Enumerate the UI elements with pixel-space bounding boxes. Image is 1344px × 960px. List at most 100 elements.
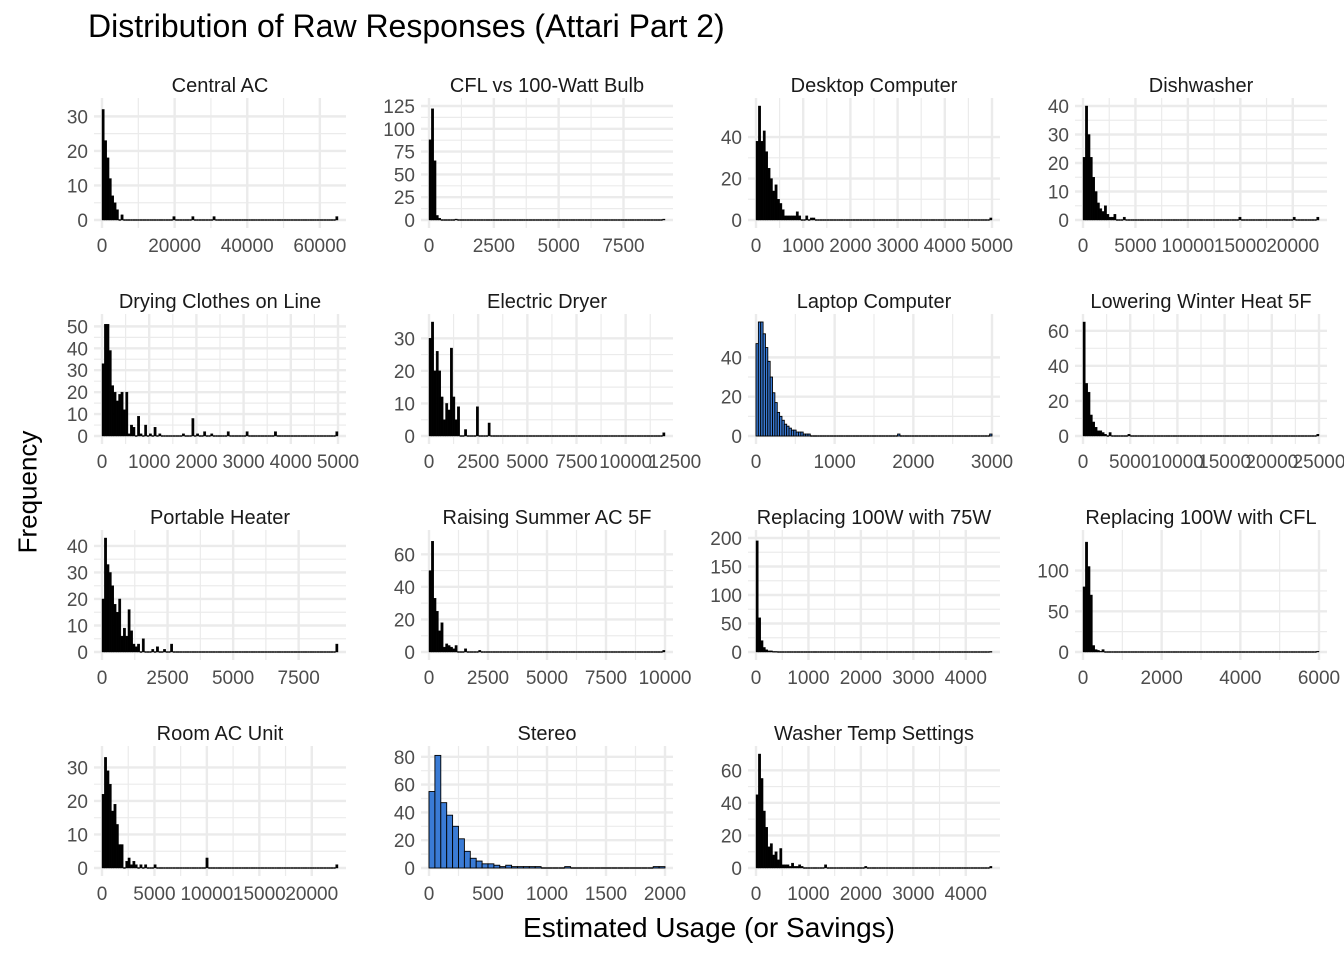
histogram-bar: [253, 867, 256, 869]
histogram-bar: [975, 867, 978, 869]
histogram-bar: [518, 651, 522, 653]
histogram-bar: [608, 651, 611, 653]
histogram-bar: [153, 219, 157, 221]
histogram-bar: [634, 651, 637, 653]
histogram-bar: [646, 219, 649, 221]
histogram-bar: [916, 651, 919, 653]
histogram-bar: [182, 867, 185, 869]
histogram-bar: [276, 435, 279, 437]
histogram-bar: [949, 651, 952, 653]
histogram-bar: [930, 435, 933, 437]
histogram-bar: [660, 651, 663, 653]
histogram-bar: [892, 651, 896, 653]
histogram-bar: [961, 651, 964, 653]
histogram-bar: [161, 651, 164, 653]
histogram-bar: [1295, 651, 1298, 653]
histogram-bar: [634, 219, 637, 221]
histogram-bar: [205, 219, 209, 221]
histogram-bar: [1255, 435, 1258, 437]
histogram-bar: [208, 219, 211, 221]
histogram-bar: [165, 219, 169, 221]
histogram-bar: [639, 435, 642, 437]
histogram-bar: [184, 867, 187, 869]
histogram-bar: [911, 651, 915, 653]
histogram-bar: [499, 435, 503, 437]
histogram-bar: [1219, 219, 1223, 221]
histogram-bar: [871, 219, 874, 221]
histogram-bar: [151, 867, 154, 869]
histogram-bar: [177, 435, 180, 437]
histogram-bar: [279, 219, 282, 221]
histogram-bar: [537, 435, 540, 437]
x-tick-label: 7500: [602, 236, 644, 257]
histogram-bar: [509, 219, 512, 221]
histogram-bar: [146, 219, 150, 221]
histogram-bar: [205, 651, 209, 653]
histogram-bar: [1184, 651, 1187, 653]
histogram-bar: [547, 651, 550, 653]
histogram-bar: [589, 651, 592, 653]
chart-title: Distribution of Raw Responses (Attari Pa…: [88, 8, 725, 44]
histogram-bar: [772, 190, 776, 221]
histogram-bar: [575, 651, 578, 653]
histogram-bar: [1104, 205, 1107, 221]
histogram-bar: [942, 867, 945, 869]
histogram-bar: [245, 867, 249, 869]
histogram-bar: [163, 867, 166, 869]
histogram-bar: [104, 537, 107, 653]
histogram-bar: [475, 860, 483, 869]
histogram-bar: [151, 219, 154, 221]
y-tick-label: 50: [721, 615, 742, 636]
histogram-bar: [248, 435, 251, 437]
histogram-bar: [245, 219, 249, 221]
histogram-bar: [803, 867, 806, 869]
histogram-bar: [146, 435, 150, 437]
histogram-bar: [594, 651, 597, 653]
histogram-bar: [646, 435, 649, 437]
histogram-bar: [1311, 219, 1315, 221]
histogram-bar: [653, 435, 656, 437]
histogram-bar: [587, 651, 590, 653]
histogram-bar: [523, 219, 526, 221]
histogram-bar: [283, 435, 287, 437]
histogram-bar: [321, 867, 324, 869]
histogram-bar: [288, 651, 291, 653]
histogram-bar: [1186, 651, 1190, 653]
histogram-bar: [1217, 219, 1220, 221]
histogram-bar: [558, 219, 562, 221]
histogram-bar: [123, 867, 126, 869]
histogram-bar: [1316, 434, 1320, 437]
histogram-bar: [635, 867, 642, 869]
histogram-bar: [473, 435, 477, 437]
histogram-bar: [492, 435, 496, 437]
histogram-bar: [238, 651, 242, 653]
histogram-bar: [217, 651, 220, 653]
histogram-bar: [1208, 651, 1211, 653]
histogram-bar: [1290, 435, 1294, 437]
histogram-bar: [1215, 651, 1218, 653]
histogram-bar: [300, 867, 303, 869]
histogram-bar: [499, 866, 507, 869]
histogram-bar: [606, 435, 609, 437]
x-tick-label: 5000: [1109, 452, 1151, 473]
histogram-bar: [627, 651, 630, 653]
histogram-bar: [1245, 219, 1249, 221]
histogram-bar: [584, 651, 588, 653]
histogram-bar: [293, 867, 296, 869]
histogram-bar: [596, 219, 599, 221]
histogram-bar: [471, 435, 474, 437]
histogram-bar: [483, 435, 486, 437]
histogram-bar: [431, 541, 434, 653]
histogram-bar: [175, 651, 178, 653]
histogram-bar: [1304, 219, 1308, 221]
histogram-bar: [857, 219, 860, 221]
histogram-bar: [850, 867, 853, 869]
histogram-bar: [177, 867, 180, 869]
x-tick-label: 0: [97, 668, 108, 689]
histogram-bar: [245, 651, 249, 653]
histogram-bar: [933, 651, 936, 653]
histogram-bar: [250, 867, 254, 869]
y-tick-label: 20: [1048, 154, 1069, 175]
histogram-bar: [1229, 435, 1232, 437]
